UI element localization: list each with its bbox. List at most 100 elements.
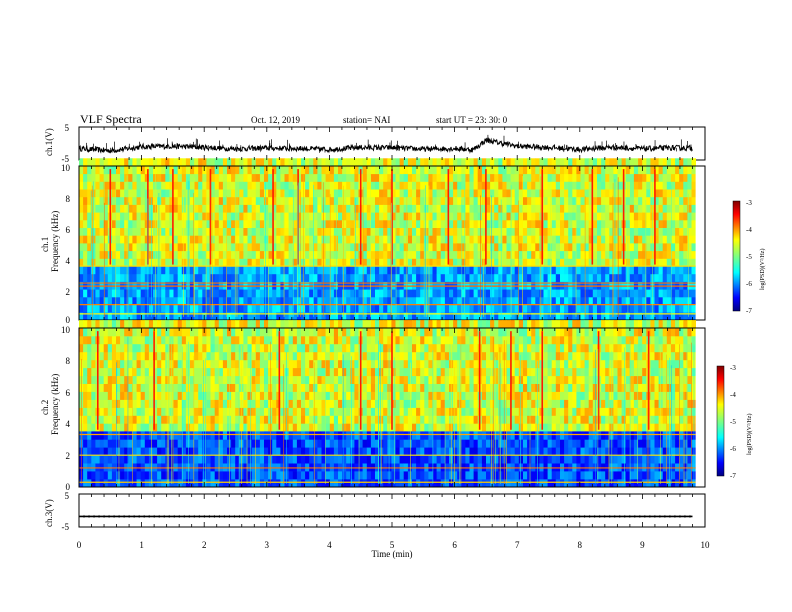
spec-cell xyxy=(317,243,322,252)
spec-cell xyxy=(276,158,281,167)
spec-cell xyxy=(633,212,639,221)
spec-cell xyxy=(539,304,544,313)
spec-cell xyxy=(177,463,183,472)
spec-cell xyxy=(165,258,170,267)
spec-cell xyxy=(395,359,400,369)
spec-cell xyxy=(346,181,351,190)
spec-cell xyxy=(243,328,248,337)
spec-cell xyxy=(399,243,405,252)
spec-cell xyxy=(272,351,277,361)
spec-cell xyxy=(259,304,265,313)
spec-cell xyxy=(350,273,355,282)
spec-cell xyxy=(272,415,277,424)
spec-cell xyxy=(617,189,622,198)
spec-cell xyxy=(453,243,458,252)
spec-cell xyxy=(259,296,265,305)
spec-cell xyxy=(629,258,635,267)
spec-cell xyxy=(325,250,331,259)
spec-cell xyxy=(214,407,220,416)
spec-cell xyxy=(136,359,142,369)
spec-cell xyxy=(190,479,195,488)
spec-cell xyxy=(543,173,548,182)
spec-cell xyxy=(202,296,207,305)
spec-cell xyxy=(444,273,450,282)
spec-cell xyxy=(420,296,425,305)
spec-cell xyxy=(551,204,557,213)
spec-cell xyxy=(272,343,277,353)
spec-cell xyxy=(107,431,113,440)
spec-cell xyxy=(206,227,211,236)
spec-cell xyxy=(206,351,211,361)
spec-cell xyxy=(165,463,170,472)
spec-cell xyxy=(420,158,425,167)
spec-cell xyxy=(670,289,676,298)
spec-cell xyxy=(140,196,146,205)
spec-cell xyxy=(301,367,306,377)
spec-cell xyxy=(214,235,220,244)
spec-cell xyxy=(391,351,396,361)
spec-cell xyxy=(366,219,372,228)
spec-cell xyxy=(128,455,133,464)
spec-cell xyxy=(79,471,84,480)
spec-cell xyxy=(272,173,277,182)
spec-cell xyxy=(280,166,285,175)
spec-cell xyxy=(321,439,326,448)
spec-cell xyxy=(259,227,265,236)
spec-cell xyxy=(268,266,273,275)
spec-cell xyxy=(514,219,520,228)
spec-cell xyxy=(333,235,339,244)
spec-cell xyxy=(165,250,170,259)
spec-cell xyxy=(342,296,347,305)
spec-cell xyxy=(675,258,680,267)
spec-cell xyxy=(440,189,446,198)
spec-cell xyxy=(391,296,396,305)
spec-cell xyxy=(111,415,117,424)
spec-cell xyxy=(276,189,281,198)
spec-cell xyxy=(473,196,479,205)
spec-cell xyxy=(288,227,294,236)
spec-cell xyxy=(313,304,318,313)
spec-cell xyxy=(305,391,310,400)
spec-cell xyxy=(366,343,372,353)
spec-cell xyxy=(161,351,166,361)
spec-cell xyxy=(350,431,355,440)
spec-cell xyxy=(362,399,368,408)
spec-cell xyxy=(292,227,298,236)
spec-cell xyxy=(132,312,137,321)
spec-cell xyxy=(325,335,331,345)
spec-cell xyxy=(576,173,581,182)
spec-cell xyxy=(107,328,113,337)
spec-cell xyxy=(202,289,207,298)
spec-cell xyxy=(543,289,548,298)
spec-cell xyxy=(107,289,113,298)
spec-cell xyxy=(301,296,306,305)
spec-cell xyxy=(103,399,109,408)
spec-cell xyxy=(227,407,232,416)
spec-cell xyxy=(99,250,105,259)
spec-cell xyxy=(173,391,178,400)
spec-cell xyxy=(190,471,195,480)
spec-cell xyxy=(288,181,294,190)
spec-cell xyxy=(239,196,244,205)
spec-cell xyxy=(679,258,684,267)
spec-cell xyxy=(301,166,306,175)
spec-cell xyxy=(531,196,536,205)
spec-cell xyxy=(527,273,532,282)
spec-cell xyxy=(255,304,261,313)
spec-cell xyxy=(670,296,676,305)
spec-cell xyxy=(428,219,433,228)
spec-cell xyxy=(477,296,483,305)
spec-cell xyxy=(79,312,84,321)
spec-cell xyxy=(597,227,602,236)
spec-cell xyxy=(177,212,183,221)
spec-cell xyxy=(629,212,635,221)
spec-cell xyxy=(165,266,170,275)
spec-cell xyxy=(161,289,166,298)
spec-cell xyxy=(231,166,236,175)
spec-cell xyxy=(296,235,302,244)
spec-cell xyxy=(564,158,569,167)
spec-cell xyxy=(510,235,516,244)
spec-cell xyxy=(132,304,137,313)
spec-cell xyxy=(284,328,289,337)
spec-cell xyxy=(354,343,359,353)
